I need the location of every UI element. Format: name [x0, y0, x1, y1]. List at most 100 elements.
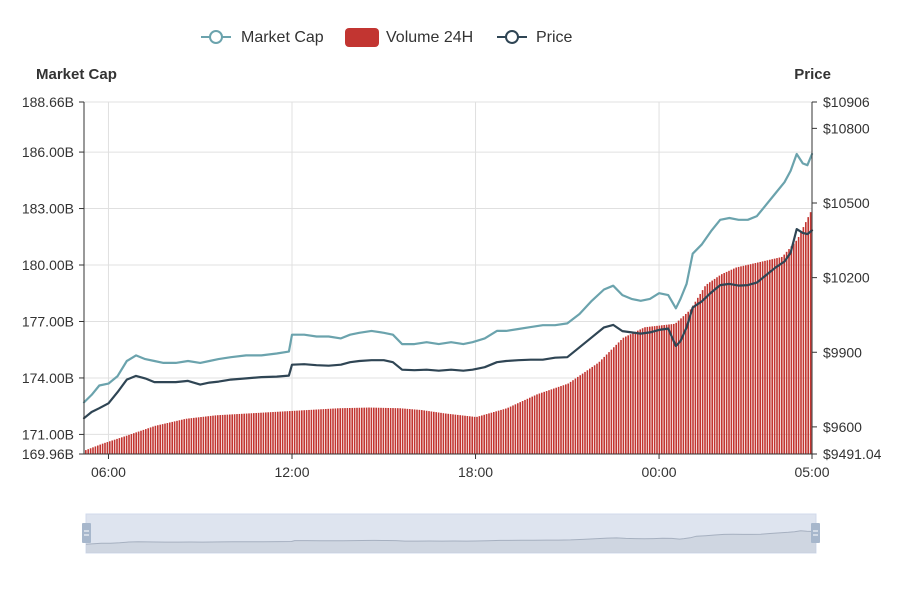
volume-bar	[430, 411, 433, 454]
volume-bar	[675, 322, 677, 454]
volume-bar	[205, 416, 207, 454]
volume-bar	[315, 409, 317, 454]
volume-bar	[346, 408, 349, 454]
volume-bar	[140, 430, 142, 454]
volume-bar	[485, 414, 488, 454]
volume-bar	[665, 324, 668, 454]
volume-bar	[793, 243, 795, 454]
volume-bar	[447, 413, 449, 454]
volume-bar	[255, 412, 257, 454]
series-line-price[interactable]	[82, 228, 814, 420]
volume-bar	[445, 413, 447, 454]
volume-bar	[723, 273, 725, 454]
volume-bar	[113, 439, 116, 454]
volume-bar	[548, 390, 550, 454]
volume-bar	[615, 344, 617, 454]
volume-bar	[725, 271, 728, 454]
volume-bar	[512, 405, 514, 454]
volume-bar	[147, 428, 149, 454]
volume-bar	[245, 413, 248, 454]
volume-bar	[572, 380, 574, 454]
zoom-handle-left-grip[interactable]	[82, 523, 91, 543]
zoom-handle-right-grip[interactable]	[811, 523, 820, 543]
x-tick-label: 06:00	[91, 464, 126, 480]
volume-bar	[289, 411, 291, 454]
volume-bar	[569, 381, 572, 454]
volume-bar	[620, 340, 622, 454]
volume-bar	[653, 326, 656, 454]
left-axis-ticks: 169.96B 171.00B 174.00B 177.00B 180.00B 183.0…	[22, 94, 84, 462]
volume-bar	[394, 408, 397, 454]
volume-bar	[317, 409, 320, 454]
volume-bar	[279, 411, 281, 454]
volume-bar	[435, 412, 437, 454]
volume-bar	[632, 332, 634, 454]
left-tick-label: 169.96B	[22, 446, 74, 462]
legend-item-price[interactable]: Price	[497, 29, 573, 46]
volume-bar	[771, 259, 773, 454]
volume-bar	[111, 440, 113, 454]
volume-bar	[353, 407, 356, 454]
volume-bar	[389, 408, 392, 454]
volume-bar	[286, 411, 289, 454]
volume-bar	[284, 411, 286, 454]
volume-bar	[370, 407, 373, 454]
volume-bar	[265, 412, 267, 454]
volume-bar	[697, 297, 699, 454]
legend-item-market-cap[interactable]: Market Cap	[201, 29, 324, 46]
volume-bar	[668, 324, 670, 454]
data-zoom-handle-left[interactable]	[82, 523, 91, 543]
volume-bar	[262, 412, 265, 454]
volume-bar	[397, 408, 399, 454]
volume-bar	[543, 391, 545, 454]
volume-bar	[449, 414, 452, 454]
right-axis-ticks: $9491.04 $9600 $9900 $10200 $10500 $10800 $109…	[812, 94, 882, 462]
volume-bar	[745, 265, 747, 454]
volume-bar	[293, 410, 296, 454]
volume-bar	[137, 431, 140, 454]
right-tick-label: $10906	[823, 94, 870, 110]
volume-bar	[269, 412, 272, 454]
volume-bar	[785, 251, 788, 454]
volume-bar	[809, 212, 812, 454]
volume-bar	[557, 386, 560, 454]
volume-bar	[219, 415, 221, 454]
volume-bar	[101, 443, 104, 454]
volume-bar	[627, 335, 629, 454]
volume-bar	[685, 313, 687, 454]
volume-bar	[341, 408, 344, 454]
volume-bar	[149, 427, 152, 454]
volume-bar	[541, 392, 543, 454]
left-tick-label: 180.00B	[22, 257, 74, 273]
volume-bar	[682, 316, 685, 454]
volume-bar	[605, 354, 608, 454]
volume-bar	[591, 366, 593, 454]
volume-bar	[699, 293, 701, 454]
series-line-market-cap[interactable]	[82, 152, 814, 404]
data-zoom-handle-right[interactable]	[811, 523, 820, 543]
volume-bar	[776, 258, 778, 454]
volume-bar	[267, 412, 269, 454]
volume-bar	[598, 361, 601, 454]
volume-bar	[195, 417, 197, 454]
volume-bar	[373, 407, 375, 454]
legend-item-volume[interactable]: Volume 24H	[345, 28, 473, 47]
volume-bar	[365, 407, 368, 454]
volume-bar	[303, 410, 305, 454]
volume-bar	[89, 448, 92, 454]
volume-bar	[704, 286, 706, 454]
volume-bar	[322, 409, 325, 454]
data-zoom-slider[interactable]	[82, 513, 820, 554]
volume-bar	[421, 410, 423, 454]
volume-bar	[291, 410, 293, 454]
volume-bar	[550, 389, 553, 454]
volume-bar	[752, 263, 754, 454]
volume-bar	[200, 417, 202, 454]
volume-bar	[608, 352, 610, 454]
legend[interactable]: Market Cap Volume 24H Price	[201, 28, 573, 47]
right-tick-label: $9491.04	[823, 446, 882, 462]
volume-bar	[800, 232, 802, 454]
volume-bar	[188, 418, 190, 454]
x-tick-label: 05:00	[794, 464, 829, 480]
volume-bar	[706, 283, 709, 454]
